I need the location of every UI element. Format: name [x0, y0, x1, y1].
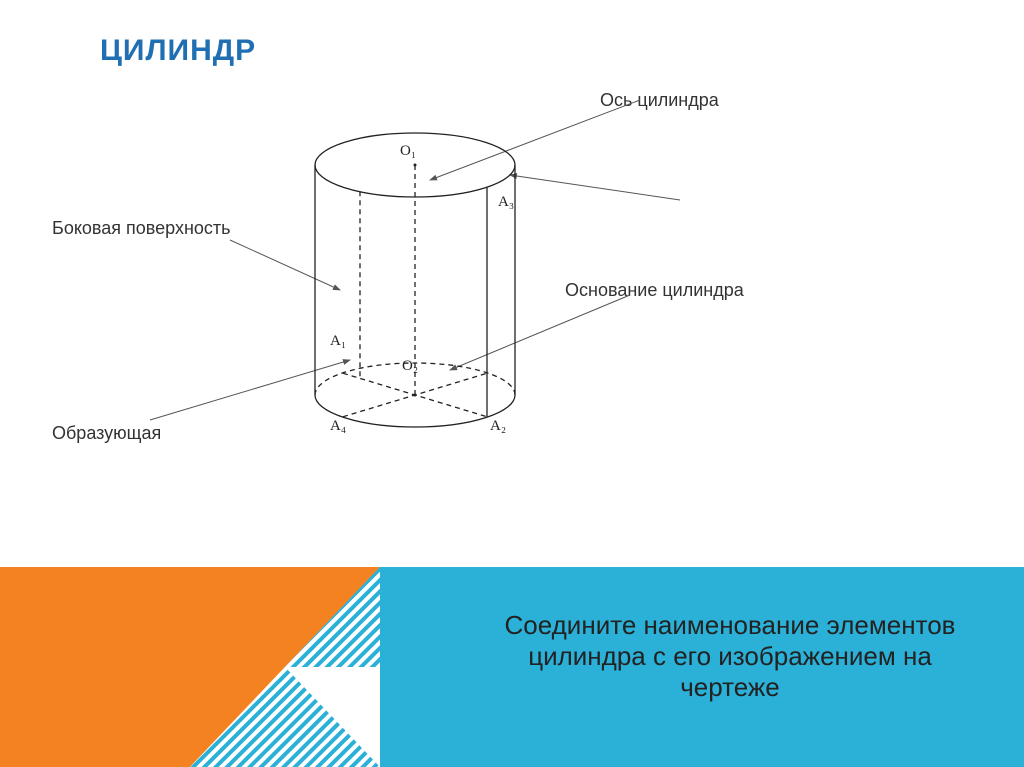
cyl-center-o2: [414, 394, 417, 397]
leader-axis: [430, 100, 640, 180]
leader-lateral: [230, 240, 340, 290]
leader-gen: [150, 360, 350, 420]
pt-A3: A₃: [498, 194, 514, 210]
pt-A2: A₂: [490, 418, 506, 434]
cyl-center-o1: [414, 164, 417, 167]
task-instruction: Соедините наименование элементов цилиндр…: [480, 610, 980, 703]
pt-A1: A₁: [330, 333, 346, 349]
slide-root: ЦИЛИНДР Ось цилиндра Боковая поверхность…: [0, 0, 1024, 767]
pt-A4: A₄: [330, 418, 346, 434]
pt-O1: O₁: [400, 143, 416, 159]
cylinder: [315, 133, 515, 427]
leader-base: [450, 295, 630, 370]
diagram-svg: O₁ O₂ A₁ A₂ A₃ A₄: [0, 0, 1024, 567]
pt-O2: O₂: [402, 358, 418, 374]
leader-top: [510, 175, 680, 200]
